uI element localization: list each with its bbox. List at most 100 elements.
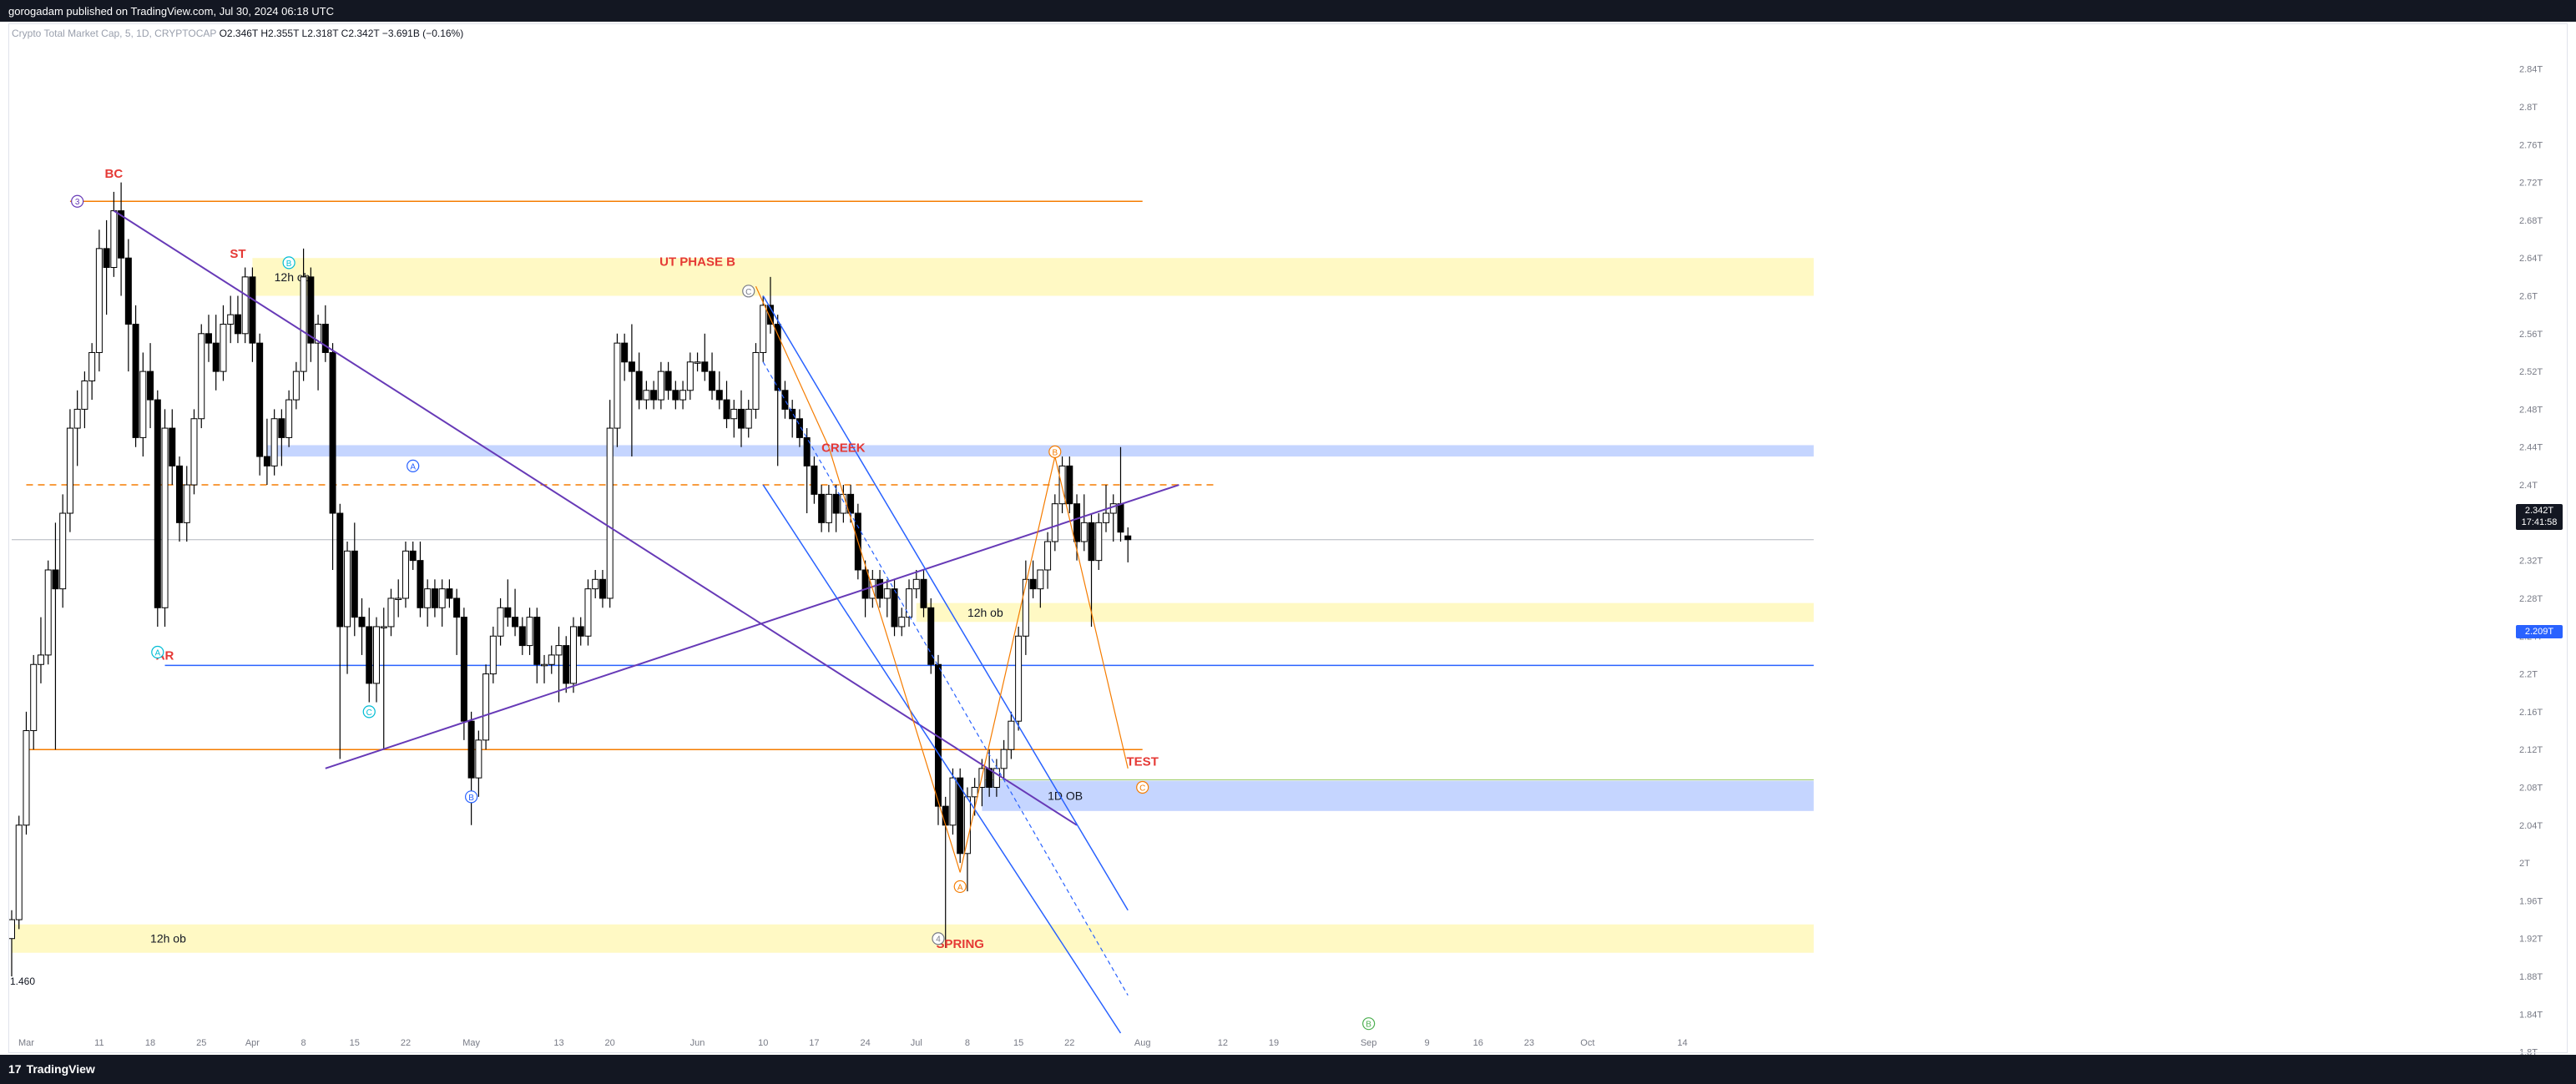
candle-body	[621, 342, 629, 363]
wave-marker-label: B	[468, 794, 474, 803]
candle-body	[315, 323, 322, 344]
candle-body	[402, 550, 409, 599]
candle-body	[957, 777, 964, 855]
candle-body	[927, 607, 935, 665]
candle-body	[832, 493, 840, 514]
x-tick-label: 15	[1013, 1038, 1023, 1048]
candle-body	[489, 635, 497, 675]
x-tick-label: 16	[1473, 1038, 1483, 1048]
wave-marker-label: A	[154, 649, 160, 658]
candle-body	[329, 351, 336, 514]
candle-body	[103, 248, 110, 269]
wave-marker-circle	[1362, 1017, 1376, 1031]
candle-body	[292, 371, 300, 401]
wyckoff-label: CREEK	[821, 441, 866, 455]
y-tick-label: 2.04T	[2519, 821, 2543, 831]
candle-body	[1066, 465, 1073, 505]
candle-body	[278, 418, 285, 438]
candle-body	[920, 578, 927, 608]
candle-body	[774, 323, 781, 391]
candle-body	[285, 399, 293, 438]
y-tick-label: 1.8T	[2519, 1048, 2538, 1055]
candle-body	[789, 408, 796, 420]
y-tick-label: 2.48T	[2519, 405, 2543, 415]
candle-body	[8, 919, 15, 940]
candle-body	[512, 617, 519, 628]
trendline	[755, 285, 830, 447]
candle-body	[321, 323, 329, 353]
x-axis[interactable]: Mar 11 18 25 Apr 8 15 22 May 13 20 Jun 10 17 24 Jul 8 15 2…	[10, 976, 1688, 1048]
candle-body	[715, 390, 723, 401]
x-tick-label: 23	[1524, 1038, 1534, 1048]
candle-body	[1044, 541, 1052, 571]
candle-body	[409, 550, 417, 562]
candle-body	[1008, 720, 1015, 750]
candle-body	[417, 560, 424, 608]
candle-body	[592, 578, 599, 590]
trendline	[325, 484, 1179, 769]
x-tick-label: 10	[758, 1038, 768, 1048]
chart-area[interactable]: 12h ob 12h ob 1D OB 12h ob BC ST UT PHASE B CR…	[0, 22, 2576, 1058]
x-tick-label: 15	[350, 1038, 360, 1048]
zone-rect	[252, 258, 1814, 296]
brand-name: TradingView	[26, 1062, 95, 1076]
symbol-name: Crypto Total Market Cap, 5, 1D, CRYPTOCA…	[12, 28, 217, 39]
candle-body	[664, 371, 672, 391]
y-axis[interactable]: 2.84T 2.8T 2.76T 2.72T 2.68T 2.64T 2.6T 2.56T 2.…	[2519, 65, 2543, 1058]
candle-body	[23, 730, 30, 826]
wave-marker-circle	[932, 932, 945, 945]
zone-rect	[266, 445, 1814, 457]
wave-marker-circle	[742, 285, 755, 298]
candle-body	[1022, 578, 1029, 637]
candle-body	[300, 276, 307, 372]
y-tick-label: 2.08T	[2519, 784, 2543, 794]
header-bar: gorogadam published on TradingView.com, …	[0, 0, 2576, 22]
candle-body	[256, 342, 264, 457]
x-tick-label: 11	[94, 1038, 104, 1048]
candle-body	[497, 607, 504, 637]
candle-body	[424, 588, 432, 608]
candle-body	[548, 654, 555, 665]
candle-body	[657, 371, 664, 401]
candle-body	[861, 569, 869, 599]
candle-body	[387, 597, 395, 628]
candle-body	[971, 787, 978, 798]
trendline	[1054, 456, 1129, 769]
candle-body	[555, 645, 563, 656]
x-tick-label: 13	[553, 1038, 563, 1048]
candle-body	[212, 342, 220, 372]
candle-body	[584, 588, 592, 637]
candle-body	[504, 607, 512, 618]
wave-marker-circle	[1048, 445, 1062, 458]
candle-body	[912, 578, 920, 590]
y-tick-label: 2.56T	[2519, 330, 2543, 340]
trendline	[959, 456, 1056, 873]
candle-body	[679, 390, 687, 401]
wave-marker-label: B	[286, 260, 292, 269]
tradingview-logo: 17 TradingView	[8, 1062, 95, 1076]
y-tick-label: 2.68T	[2519, 216, 2543, 226]
wave-marker-circle	[407, 459, 420, 472]
wave-marker-label: A	[410, 462, 416, 471]
candle-body	[1088, 522, 1095, 562]
candle-body	[569, 626, 577, 684]
y-tick-label: 2.76T	[2519, 140, 2543, 150]
y-tick-label: 1.92T	[2519, 935, 2543, 945]
x-tick-label: Sep	[1361, 1038, 1377, 1048]
candle-body	[37, 654, 44, 665]
wave-marker-circle	[362, 705, 376, 718]
candle-body	[161, 427, 169, 608]
wyckoff-label: ST	[230, 247, 245, 261]
candle-body	[270, 418, 278, 466]
candle-body	[30, 663, 38, 732]
zone-rect	[916, 603, 1814, 623]
y-tick-label: 1.96T	[2519, 896, 2543, 906]
y-tick-label: 2.52T	[2519, 367, 2543, 377]
trendline	[113, 209, 1078, 826]
candle-body	[169, 427, 176, 466]
candle-body	[1000, 749, 1008, 769]
y-tick-label: 2.84T	[2519, 65, 2543, 75]
candle-body	[818, 493, 826, 523]
